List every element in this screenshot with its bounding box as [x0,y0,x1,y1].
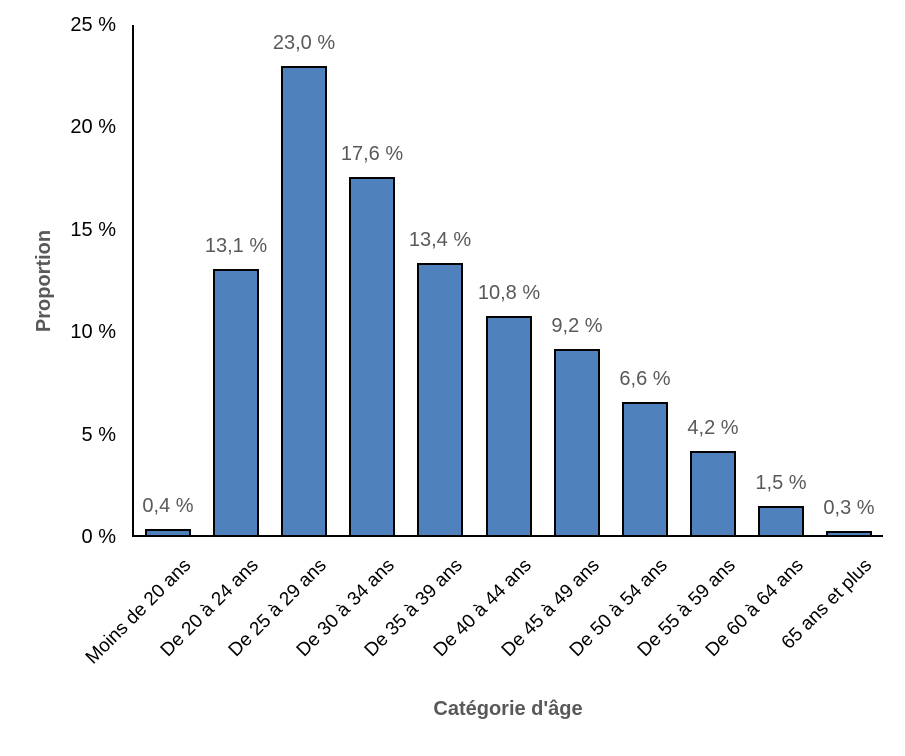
bar [622,402,668,537]
bar [417,263,463,537]
bar [486,316,532,537]
value-label: 1,5 % [755,472,807,494]
y-tick-label: 25 % [70,14,116,36]
y-axis-title: Proportion [33,229,55,333]
y-tick-label: 15 % [70,218,116,241]
value-label: 10,8 % [477,282,541,304]
bar [554,349,600,537]
bar [758,506,804,537]
value-label: 23,0 % [272,32,336,54]
y-tick-label: 0 % [81,526,116,548]
value-label: 13,1 % [204,235,268,257]
y-tick-label: 5 % [81,423,116,446]
bar [145,529,191,537]
value-label: 6,6 % [619,368,671,390]
value-label: 9,2 % [551,315,603,337]
bar [349,177,395,537]
value-label: 4,2 % [687,417,739,439]
bar [281,66,327,537]
x-axis-title: Catégorie d'âge [433,698,583,720]
bar [826,531,872,537]
y-tick-label: 10 % [70,321,116,344]
bar [213,269,259,537]
value-label: 0,4 % [142,495,194,517]
value-label: 13,4 % [408,229,472,251]
value-label: 17,6 % [340,143,404,165]
y-axis-line [132,25,134,537]
bar [690,451,736,537]
value-label: 0,3 % [823,497,875,519]
y-tick-label: 20 % [70,116,116,139]
